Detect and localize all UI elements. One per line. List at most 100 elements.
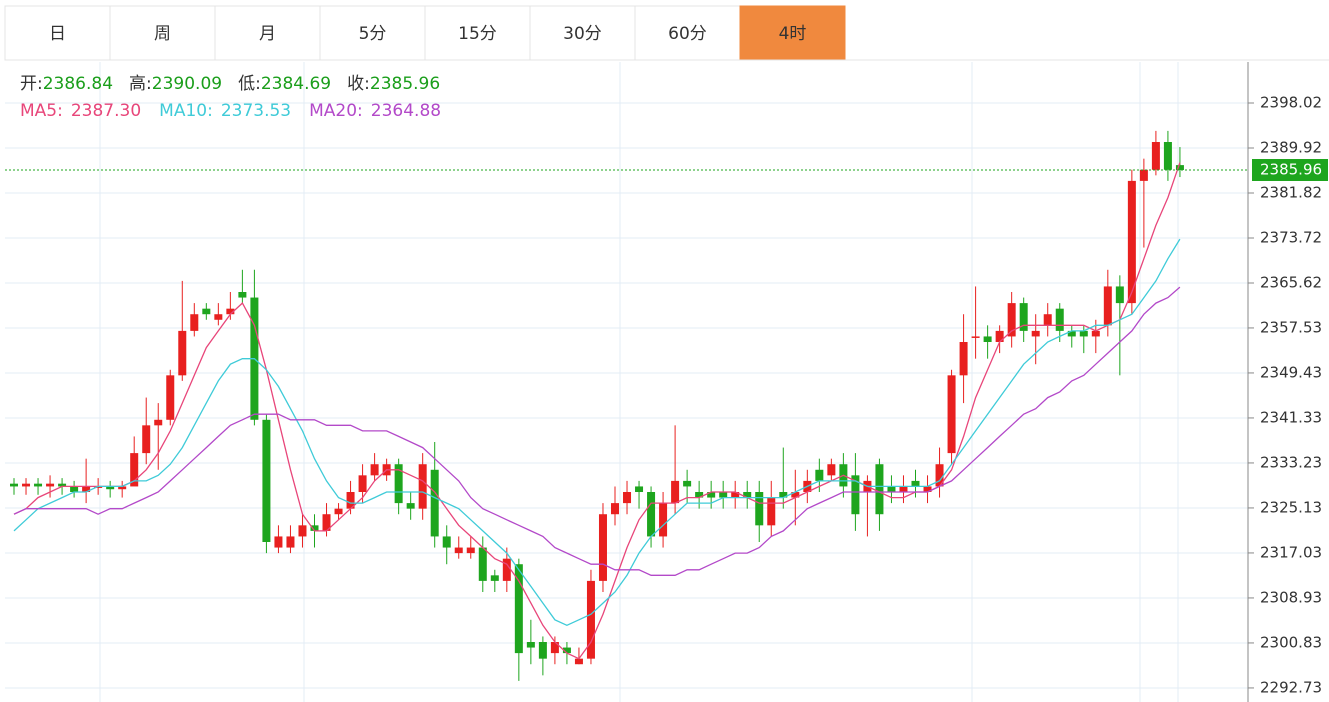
quote-value: 2385.96 bbox=[370, 74, 440, 94]
candle-body bbox=[310, 525, 319, 531]
candle-body bbox=[370, 464, 379, 476]
candle-body bbox=[1127, 180, 1136, 304]
candle-body bbox=[959, 342, 968, 376]
quote-value: 2386.84 bbox=[43, 74, 113, 94]
tab[interactable] bbox=[739, 5, 846, 61]
candle-body bbox=[1175, 165, 1184, 170]
candle-body bbox=[875, 464, 884, 515]
quote-label: 收: bbox=[347, 74, 370, 94]
ma-label: MA5: bbox=[20, 101, 63, 121]
candle-body bbox=[262, 419, 271, 542]
candle-body bbox=[214, 314, 223, 320]
candle-body bbox=[1079, 330, 1088, 337]
candle-body bbox=[1055, 308, 1064, 331]
y-tick-label: 2325.13 bbox=[1260, 498, 1322, 516]
candle-body bbox=[118, 486, 127, 490]
quote-value: 2390.09 bbox=[152, 74, 222, 94]
candle-body bbox=[623, 492, 632, 504]
y-tick-label: 2292.73 bbox=[1260, 678, 1322, 696]
candle-body bbox=[767, 497, 776, 526]
tab-label[interactable]: 15分 bbox=[458, 24, 497, 44]
quote-value: 2384.69 bbox=[261, 74, 331, 94]
candle-body bbox=[923, 486, 932, 492]
tab-label[interactable]: 日 bbox=[49, 24, 66, 44]
candle-body bbox=[274, 536, 283, 548]
candle-body bbox=[1163, 142, 1172, 170]
candle-body bbox=[1091, 330, 1100, 337]
candle-body bbox=[298, 525, 307, 537]
candle-body bbox=[478, 547, 487, 581]
candle-body bbox=[202, 308, 211, 315]
y-tick-label: 2333.23 bbox=[1260, 453, 1322, 471]
candle-body bbox=[58, 483, 67, 487]
candle-body bbox=[899, 486, 908, 492]
candle-body bbox=[226, 308, 235, 315]
candle-body bbox=[1019, 303, 1028, 331]
candle-body bbox=[94, 486, 103, 488]
y-tick-label: 2349.43 bbox=[1260, 363, 1322, 381]
y-tick-label: 2398.02 bbox=[1260, 94, 1322, 112]
tab-label[interactable]: 60分 bbox=[668, 24, 707, 44]
tab-label[interactable]: 5分 bbox=[359, 24, 387, 44]
candle-body bbox=[418, 464, 427, 509]
y-axis: 2398.02 2389.92 2381.82 2373.72 2365.62 2357.… bbox=[1248, 94, 1328, 696]
candle-body bbox=[574, 658, 583, 665]
candle-body bbox=[130, 453, 139, 487]
candle-body bbox=[995, 330, 1004, 342]
candle-body bbox=[779, 492, 788, 498]
candle-body bbox=[659, 503, 668, 537]
tab[interactable] bbox=[4, 5, 111, 61]
tab-label[interactable]: 30分 bbox=[563, 24, 602, 44]
candle-body bbox=[743, 492, 752, 498]
candle-body bbox=[358, 475, 367, 492]
candle-body bbox=[442, 536, 451, 548]
candle-body bbox=[10, 483, 18, 487]
candle-body bbox=[791, 492, 800, 498]
candle-body bbox=[514, 564, 523, 654]
ma-label: MA10: bbox=[159, 101, 213, 121]
candle-body bbox=[947, 375, 956, 454]
candle-body bbox=[322, 514, 331, 531]
candle-body bbox=[106, 486, 115, 490]
y-tick-label: 2308.93 bbox=[1260, 588, 1322, 606]
candle-body bbox=[971, 336, 980, 338]
candle-body bbox=[707, 492, 716, 498]
tab-label[interactable]: 月 bbox=[259, 24, 276, 44]
y-tick-label: 2317.03 bbox=[1260, 543, 1322, 561]
candle-body bbox=[1103, 286, 1112, 326]
candle-body bbox=[827, 464, 836, 476]
candle-body bbox=[406, 503, 415, 509]
tab[interactable] bbox=[634, 5, 741, 61]
candle-body bbox=[562, 647, 571, 654]
ma-line bbox=[13, 162, 1181, 660]
candle-body bbox=[1043, 314, 1052, 326]
candle-body bbox=[635, 486, 644, 492]
candle-body bbox=[695, 492, 704, 498]
y-tick-label: 2373.72 bbox=[1260, 229, 1322, 247]
tab-label[interactable]: 4时 bbox=[779, 24, 807, 44]
candle-body bbox=[334, 508, 343, 515]
candle-body bbox=[731, 492, 740, 498]
candle-body bbox=[286, 536, 295, 548]
candle-body bbox=[911, 480, 920, 487]
grid bbox=[5, 62, 1248, 702]
candle-body bbox=[1139, 169, 1148, 181]
candle-body bbox=[46, 483, 55, 487]
candle-body bbox=[1031, 330, 1040, 337]
tab-label[interactable]: 周 bbox=[154, 24, 171, 44]
candle-body bbox=[142, 425, 151, 454]
candle-body bbox=[550, 642, 559, 654]
tab-bar: 日 周 月 5分 15分 30分 60分 4时 bbox=[4, 5, 1329, 61]
candle-body bbox=[683, 480, 692, 487]
ma-line bbox=[13, 286, 1181, 576]
candle-body bbox=[1067, 330, 1076, 337]
y-tick-label: 2300.83 bbox=[1260, 633, 1322, 651]
candle-body bbox=[983, 336, 992, 342]
candle-body bbox=[430, 469, 439, 537]
tab[interactable] bbox=[214, 5, 321, 61]
candle-body bbox=[851, 475, 860, 515]
last-price-label: 2385.96 bbox=[1260, 161, 1322, 179]
candle-body bbox=[190, 314, 199, 331]
